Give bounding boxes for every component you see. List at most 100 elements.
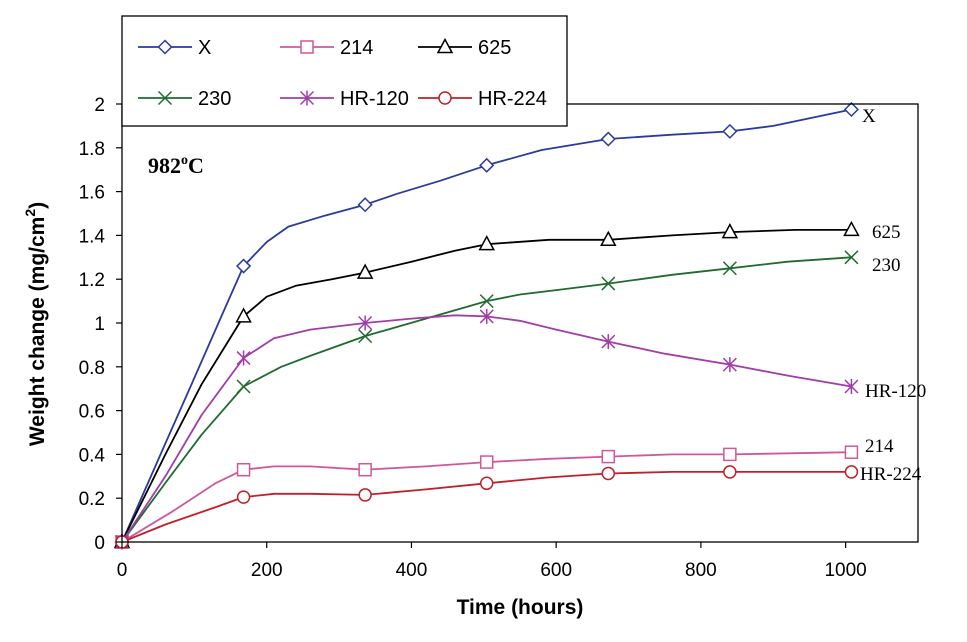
- legend-marker-hr-224: [438, 91, 452, 105]
- series-214: [115, 445, 859, 549]
- y-tick-label-1: 0.2: [79, 489, 105, 510]
- data-point-230-2: [358, 329, 373, 344]
- data-point-230-3: [479, 294, 494, 309]
- data-point-hr-224-3: [479, 476, 494, 491]
- annotation-base: 982: [148, 153, 181, 178]
- data-point-hr-120-6: [844, 379, 859, 395]
- x-tick-label-4: 800: [685, 560, 717, 581]
- data-point-hr-224-1: [236, 490, 251, 504]
- y-tick-label-8: 1.6: [79, 183, 105, 204]
- data-point-hr-224-6: [844, 465, 859, 479]
- series-line-x: [121, 108, 852, 543]
- y-tick-label-3: 0.6: [79, 402, 105, 423]
- end-label-214: 214: [865, 436, 894, 457]
- y-tick-label-5: 1: [94, 314, 105, 335]
- series-625: [113, 220, 860, 549]
- y-axis-title-sup: 2: [22, 209, 38, 217]
- y-tick-label-10: 2: [94, 95, 105, 116]
- y-tick-label-4: 0.8: [79, 358, 105, 379]
- data-point-214-4: [601, 449, 616, 464]
- data-point-hr-224-2: [358, 488, 372, 502]
- series-line-625: [121, 229, 852, 543]
- data-point-x-6: [843, 101, 859, 118]
- y-axis-title-main: Weight change (mg/cm: [26, 217, 49, 446]
- legend-label-x: X: [198, 37, 211, 59]
- data-point-230-6: [844, 250, 859, 265]
- legend-label-hr-120: HR-120: [340, 88, 409, 110]
- legend-marker-hr-120: [299, 90, 315, 106]
- data-point-230-5: [722, 261, 737, 276]
- end-label-625: 625: [872, 222, 901, 243]
- x-axis-title: Time (hours): [457, 596, 584, 619]
- axis-ticks: 0 200 400 600 800 1000 0 0.2 0.4 0.6 0.8 1 1.2 1.4 1.6…: [79, 95, 867, 581]
- annotation-sup: o: [181, 153, 188, 168]
- legend-marker-x: [157, 39, 173, 55]
- series-line-hr-224: [121, 471, 852, 543]
- data-point-625-4: [600, 230, 617, 247]
- data-point-hr-224-5: [723, 465, 737, 479]
- y-tick-label-2: 0.4: [79, 445, 106, 466]
- y-tick-label-0: 0: [94, 533, 105, 554]
- data-point-230-1: [236, 379, 251, 394]
- data-point-625-5: [721, 223, 739, 239]
- legend-marker-625: [436, 37, 454, 54]
- legend-item-hr-120: HR-120: [280, 88, 409, 110]
- series-layer: [113, 101, 860, 550]
- legend-marker-214: [300, 40, 314, 54]
- data-point-x-1: [236, 258, 252, 274]
- legend-box: [121, 15, 568, 127]
- end-label-hr-224: HR-224: [860, 464, 922, 485]
- legend-label-hr-224: HR-224: [478, 88, 547, 110]
- y-axis-title-close: ): [26, 202, 49, 209]
- data-point-214-2: [358, 462, 372, 477]
- legend-item-214: 214: [280, 37, 373, 59]
- data-point-hr-224-4: [601, 466, 616, 481]
- data-point-214-1: [236, 462, 251, 477]
- data-point-214-5: [723, 447, 737, 462]
- data-point-214-6: [844, 445, 859, 459]
- data-point-214-3: [479, 455, 494, 469]
- end-label-hr-120: HR-120: [865, 381, 926, 402]
- data-point-hr-120-4: [601, 334, 616, 350]
- series-line-hr-120: [121, 314, 852, 543]
- data-point-625-3: [478, 235, 495, 251]
- x-tick-label-5: 1000: [824, 560, 866, 581]
- data-point-625-2: [356, 263, 374, 279]
- data-point-hr-120-5: [722, 357, 737, 373]
- x-tick-label-2: 400: [396, 560, 428, 581]
- data-point-625-6: [843, 220, 860, 237]
- temperature-annotation: 982oC: [148, 153, 204, 178]
- legend-label-214: 214: [340, 37, 373, 59]
- data-point-hr-120-1: [236, 350, 251, 366]
- legend-item-625: 625: [418, 37, 511, 59]
- series-end-labels: X 214 625 230 HR-120 HR-224: [860, 106, 926, 485]
- data-point-x-2: [357, 197, 373, 213]
- data-point-x-3: [479, 157, 495, 173]
- data-point-x-4: [600, 131, 616, 147]
- x-tick-label-1: 200: [251, 560, 283, 581]
- y-tick-label-7: 1.4: [79, 226, 106, 247]
- y-tick-label-9: 1.8: [79, 139, 105, 160]
- legend: X 214 625 230 HR-120 HR-224: [121, 15, 568, 127]
- legend-item-230: 230: [138, 88, 231, 110]
- legend-item-x: X: [138, 37, 211, 59]
- data-point-x-5: [722, 123, 738, 139]
- annotation-tail: C: [188, 153, 204, 178]
- legend-label-230: 230: [198, 88, 231, 110]
- x-tick-label-0: 0: [117, 560, 128, 581]
- y-axis-title: Weight change (mg/cm2): [22, 202, 49, 446]
- end-label-230: 230: [872, 255, 901, 276]
- legend-item-hr-224: HR-224: [418, 88, 547, 110]
- legend-marker-230: [157, 90, 173, 106]
- data-point-hr-120-3: [479, 308, 494, 324]
- x-tick-label-3: 600: [540, 560, 572, 581]
- end-label-x: X: [862, 106, 876, 127]
- data-point-hr-120-2: [358, 315, 373, 331]
- series-line-214: [121, 451, 852, 543]
- legend-label-625: 625: [478, 37, 511, 59]
- series-x: [114, 101, 859, 550]
- data-point-230-4: [601, 276, 616, 291]
- y-tick-label-6: 1.2: [79, 270, 105, 291]
- series-230: [114, 250, 859, 550]
